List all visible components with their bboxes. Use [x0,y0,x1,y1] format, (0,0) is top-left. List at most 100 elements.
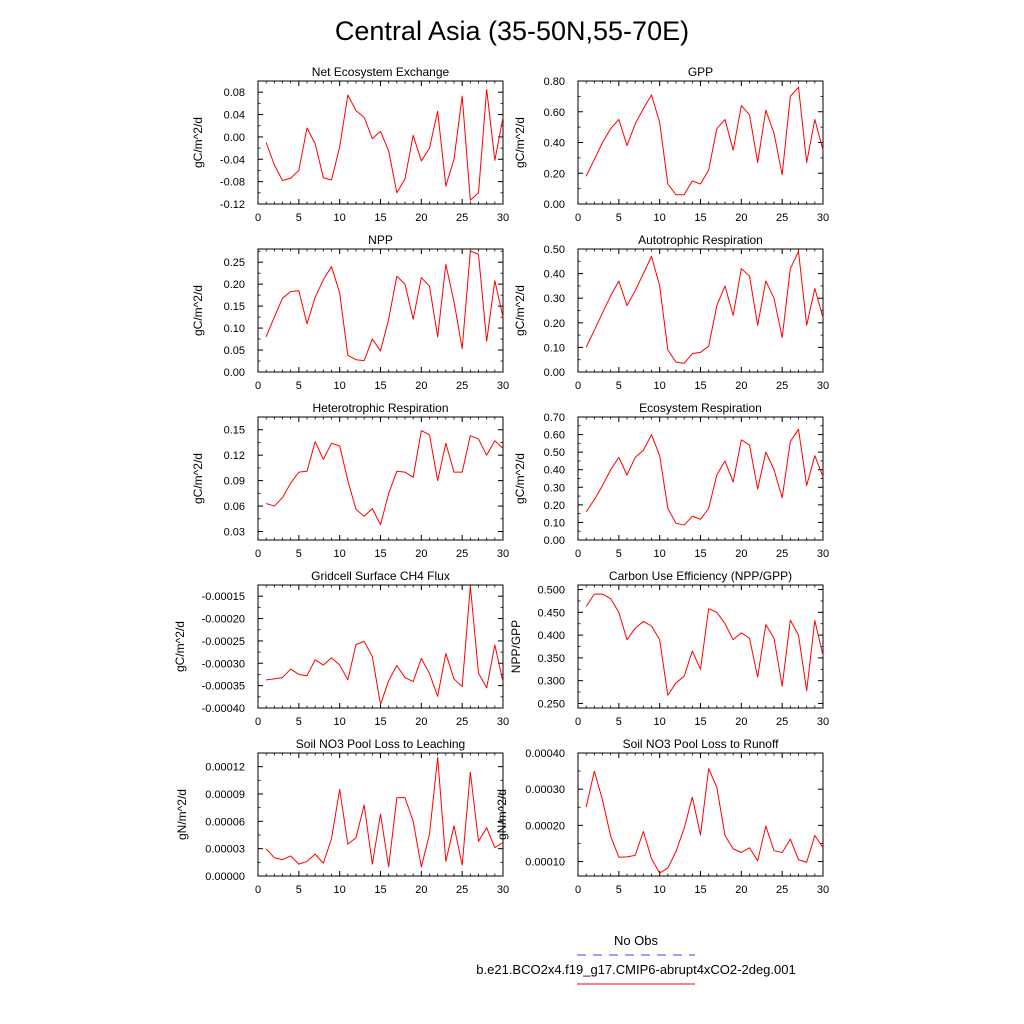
plot-frame [577,752,824,877]
panel-title: Gridcell Surface CH4 Flux [311,569,450,583]
y-tick-label: 0.250 [537,698,565,710]
x-tick-label: 15 [694,884,706,896]
y-tick-label: -0.00025 [202,636,245,648]
plot-frame [577,248,824,373]
x-tick-label: 25 [776,380,788,392]
y-tick-label: 0.30 [544,293,565,305]
x-tick-label: 20 [735,716,747,728]
x-tick-label: 30 [817,884,829,896]
x-tick-label: 10 [334,884,346,896]
y-axis-label: gC/m^2/d [513,117,527,168]
y-tick-label: 0.450 [537,607,565,619]
x-tick-label: 0 [255,212,261,224]
panel-8: Carbon Use Efficiency (NPP/GPP) 0 5 10 15 20 2… [509,569,829,728]
x-tick-label: 5 [616,380,622,392]
x-tick-label: 10 [334,548,346,560]
y-tick-label: 0.10 [544,517,565,529]
x-tick-label: 25 [776,884,788,896]
x-tick-label: 15 [694,548,706,560]
y-tick-label: 0.00040 [525,748,565,760]
x-tick-label: 10 [334,212,346,224]
x-tick-label: 0 [255,380,261,392]
x-tick-label: 5 [296,716,302,728]
x-tick-label: 20 [415,380,427,392]
x-tick-label: 25 [456,884,468,896]
x-tick-label: 30 [497,548,509,560]
y-tick-label: 0.00000 [205,871,245,883]
panel-title: Soil NO3 Pool Loss to Leaching [296,737,465,751]
x-tick-label: 25 [456,716,468,728]
series-line [266,430,504,526]
x-tick-label: 10 [334,716,346,728]
x-tick-label: 0 [255,884,261,896]
panel-title: Soil NO3 Pool Loss to Runoff [623,737,780,751]
x-tick-label: 0 [255,548,261,560]
x-tick-label: 5 [616,716,622,728]
x-tick-label: 0 [255,716,261,728]
x-tick-label: 15 [374,884,386,896]
y-tick-label: 0.05 [224,345,245,357]
x-tick-label: 5 [296,884,302,896]
y-tick-label: 0.00010 [525,857,565,869]
y-tick-label: -0.04 [220,154,245,166]
panels: Net Ecosystem Exchange 0 5 10 15 20 25 30 -0.12 -… [173,65,829,896]
x-tick-label: 30 [817,716,829,728]
x-tick-label: 5 [296,548,302,560]
panel-10: Soil NO3 Pool Loss to Runoff 0 5 10 15 20 25 30… [495,737,829,896]
series-line [585,593,824,696]
y-tick-label: 0.10 [224,323,245,335]
x-tick-label: 20 [415,548,427,560]
x-tick-label: 0 [575,884,581,896]
y-axis-label: gC/m^2/d [191,285,205,336]
y-tick-label: 0.00020 [525,820,565,832]
x-tick-label: 30 [817,212,829,224]
y-tick-label: 0.40 [544,465,565,477]
y-axis-label: gC/m^2/d [513,285,527,336]
y-tick-label: 0.50 [544,244,565,256]
y-tick-label: 0.03 [224,527,245,539]
x-tick-label: 10 [654,380,666,392]
x-tick-label: 10 [334,380,346,392]
y-tick-label: 0.60 [544,430,565,442]
y-tick-label: 0.80 [544,76,565,88]
x-tick-label: 25 [456,380,468,392]
y-tick-label: 0.08 [224,87,245,99]
series-line [585,768,824,874]
x-tick-label: 25 [456,212,468,224]
y-tick-label: 0.15 [224,425,245,437]
y-tick-label: 0.70 [544,412,565,424]
y-tick-label: 0.06 [224,501,245,513]
panel-4: Autotrophic Respiration 0 5 10 15 20 25 30 0.00 0… [513,233,829,392]
x-tick-label: 20 [415,212,427,224]
x-tick-label: 0 [575,380,581,392]
y-tick-label: 0.00009 [205,789,245,801]
x-tick-label: 25 [776,548,788,560]
x-tick-label: 25 [456,548,468,560]
plot-frame [577,584,824,709]
y-tick-label: 0.00030 [525,784,565,796]
y-tick-label: 0.00012 [205,762,245,774]
y-tick-label: 0.00006 [205,816,245,828]
x-tick-label: 5 [616,212,622,224]
x-tick-label: 30 [817,380,829,392]
y-tick-label: 0.25 [224,257,245,269]
y-tick-label: -0.08 [220,177,245,189]
y-tick-label: -0.00020 [202,614,245,626]
panel-6: Ecosystem Respiration 0 5 10 15 20 25 30 0.00 0.1… [513,401,829,560]
x-tick-label: 0 [575,212,581,224]
x-tick-label: 30 [817,548,829,560]
y-tick-label: 0.20 [544,500,565,512]
panel-title: NPP [368,233,393,247]
panel-title: Net Ecosystem Exchange [312,65,450,79]
x-tick-label: 20 [415,884,427,896]
y-axis-label: gN/m^2/d [175,789,189,840]
x-tick-label: 15 [374,716,386,728]
y-tick-label: 0.00003 [205,844,245,856]
x-tick-label: 25 [776,212,788,224]
y-tick-label: 0.30 [544,482,565,494]
legend-case-label: b.e21.BCO2x4.f19_g17.CMIP6-abrupt4xCO2-2… [476,962,795,977]
series-line [265,88,504,201]
y-tick-label: 0.00 [544,535,565,547]
series-line [585,428,824,526]
x-tick-label: 15 [374,212,386,224]
